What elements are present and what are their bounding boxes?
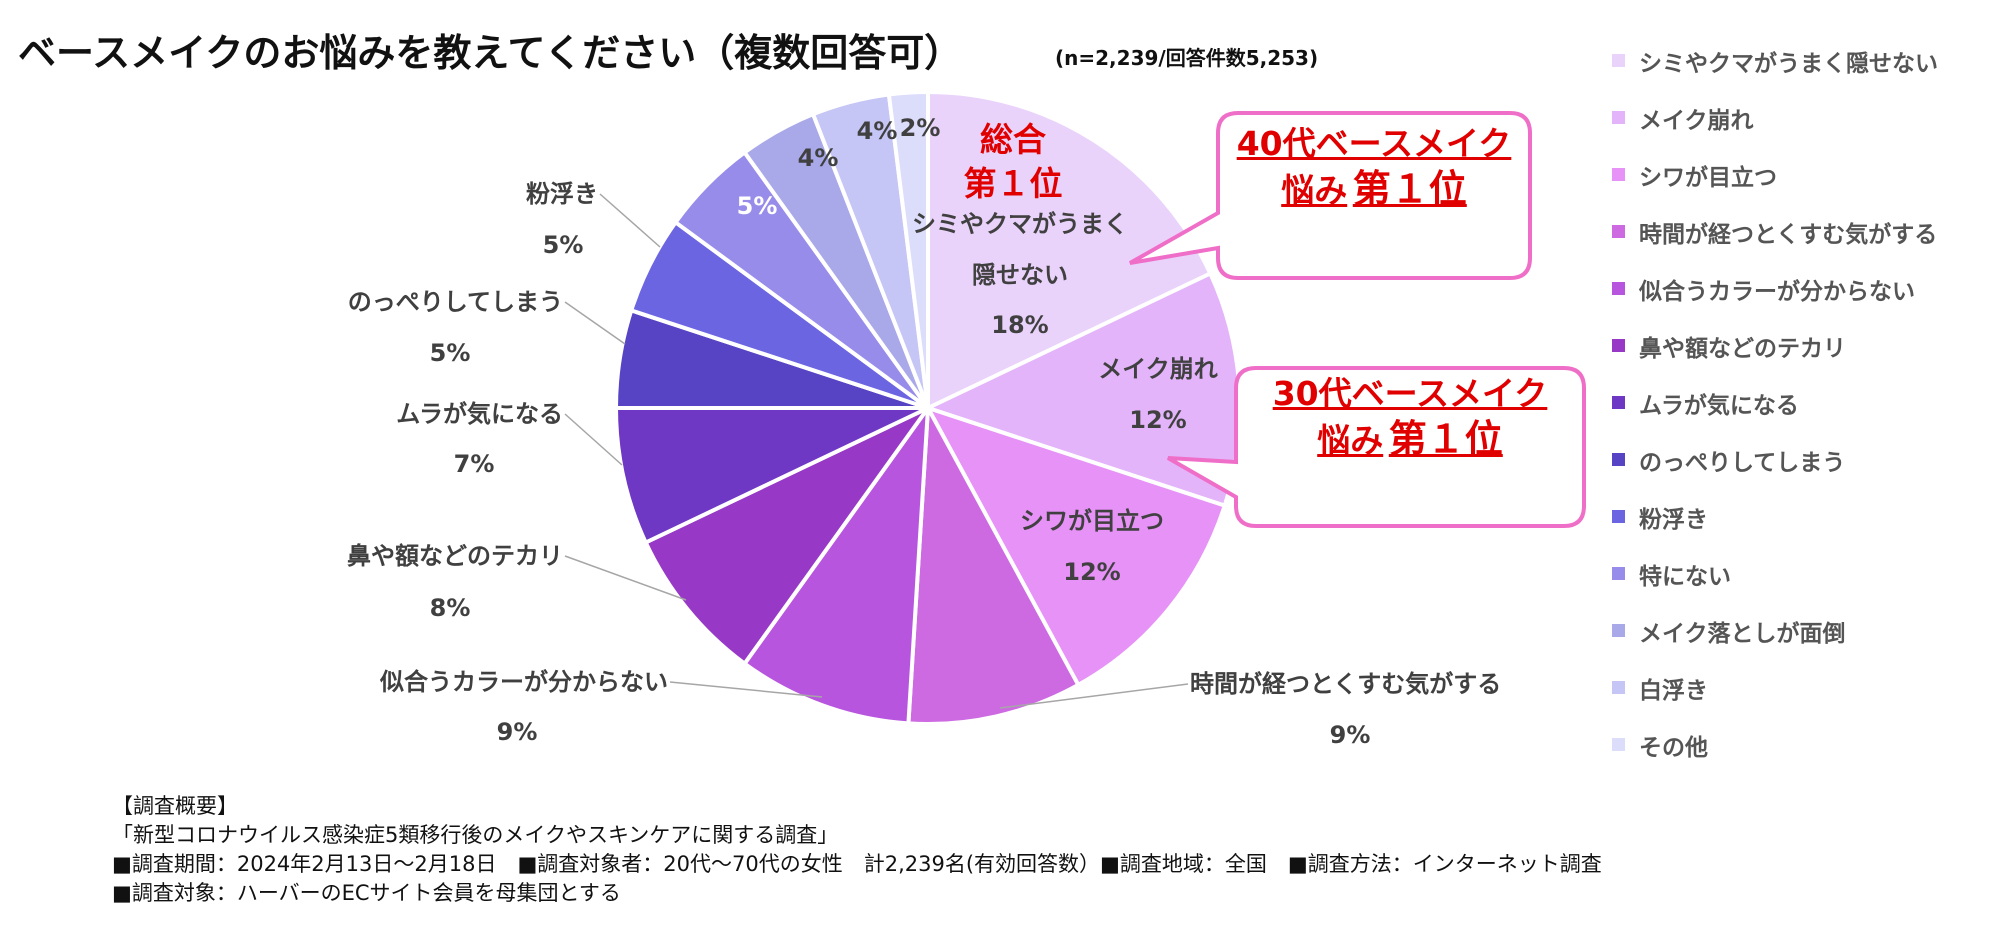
legend-item: メイク落としが面倒 xyxy=(1612,602,1938,659)
legend-label: 特にない xyxy=(1639,563,1731,590)
pie-slice xyxy=(926,406,1227,687)
chart-subtitle: (n=2,239/回答件数5,253) xyxy=(1055,46,1319,70)
legend-swatch xyxy=(1612,339,1625,352)
chart-legend: シミやクマがうまく隠せない メイク崩れシワが目立つ時間が経つとくすむ気がする 似合う… xyxy=(1612,32,1938,773)
slice-category-label: 鼻や額などのテカリ xyxy=(347,542,563,570)
slice-category-label: 粉浮き xyxy=(526,180,598,208)
legend-label: 似合うカラーが分からない xyxy=(1639,278,1915,305)
legend-label: ムラが気になる xyxy=(1639,392,1799,419)
leader-line xyxy=(564,555,687,601)
legend-swatch xyxy=(1612,510,1625,523)
slice-value-label: 5% xyxy=(543,231,584,259)
overall-rank-line2: 第１位 xyxy=(963,164,1063,203)
slice-value-label: 8% xyxy=(430,594,471,622)
legend-label: 鼻や額などのテカリ xyxy=(1639,335,1846,362)
slice-value-label: 9% xyxy=(1330,721,1371,749)
callout-30s-text: 30代ベースメイク 悩み 第１位 xyxy=(1236,372,1584,463)
survey-notes: 【調査概要】 「新型コロナウイルス感染症5類移行後のメイクやスキンケアに関する調… xyxy=(112,792,1602,908)
slice-value-label: 4% xyxy=(857,117,898,145)
leader-line xyxy=(669,681,823,698)
legend-label: シミやクマがうまく隠せない xyxy=(1639,50,1938,77)
pie-slice xyxy=(906,406,1081,726)
legend-item: のっぺりしてしまう xyxy=(1612,431,1938,488)
slice-category-label: 隠せない xyxy=(972,261,1068,289)
callout-30s-line2: 悩み xyxy=(1317,421,1384,460)
legend-swatch xyxy=(1612,54,1625,67)
legend-item: メイク崩れ xyxy=(1612,89,1938,146)
legend-item: その他 xyxy=(1612,716,1938,773)
legend-item: シミやクマがうまく隠せない xyxy=(1612,32,1938,89)
legend-swatch xyxy=(1612,624,1625,637)
legend-label: のっぺりしてしまう xyxy=(1639,449,1846,476)
slice-category-label: シワが目立つ xyxy=(1020,507,1164,535)
slice-value-label: 4% xyxy=(798,144,839,172)
chart-title: ベースメイクのお悩みを教えてください（複数回答可） xyxy=(18,31,963,75)
legend-item: 似合うカラーが分からない xyxy=(1612,260,1938,317)
callout-40s-text: 40代ベースメイク 悩み 第１位 xyxy=(1218,122,1530,213)
slice-category-label: メイク崩れ xyxy=(1098,355,1218,383)
notes-period-target: ■調査期間：2024年2月13日～2月18日 ■調査対象者：20代～70代の女性… xyxy=(112,852,1602,876)
slice-value-label: 12% xyxy=(1129,406,1186,434)
pie-slice xyxy=(886,90,930,410)
legend-label: シワが目立つ xyxy=(1639,164,1777,191)
pie-slice xyxy=(614,406,930,545)
legend-swatch xyxy=(1612,681,1625,694)
legend-swatch xyxy=(1612,453,1625,466)
legend-label: メイク崩れ xyxy=(1639,107,1754,134)
legend-swatch xyxy=(1612,225,1625,238)
slice-value-label: 9% xyxy=(497,718,538,746)
leader-line xyxy=(564,413,623,466)
callout-40s-line3: 第１位 xyxy=(1352,167,1467,211)
legend-swatch xyxy=(1612,738,1625,751)
callout-40s-line2: 悩み xyxy=(1281,171,1348,210)
legend-item: 鼻や額などのテカリ xyxy=(1612,317,1938,374)
legend-swatch xyxy=(1612,111,1625,124)
legend-swatch xyxy=(1612,396,1625,409)
callout-30s-line1: 30代ベースメイク xyxy=(1272,374,1548,413)
slice-category-label: のっぺりしてしまう xyxy=(348,288,563,316)
notes-heading: 【調査概要】 xyxy=(112,794,238,818)
legend-label: その他 xyxy=(1639,734,1708,761)
pie-slice xyxy=(643,406,930,666)
callout-bubble-30s xyxy=(1167,366,1586,528)
legend-swatch xyxy=(1612,282,1625,295)
overall-rank-line1: 総合 xyxy=(980,120,1046,159)
pie-slice xyxy=(742,406,930,726)
legend-label: 時間が経つとくすむ気がする xyxy=(1639,221,1938,248)
slice-category-label: 時間が経つとくすむ気がする xyxy=(1190,670,1501,698)
pie-slices xyxy=(614,90,1242,726)
legend-item: 時間が経つとくすむ気がする xyxy=(1612,203,1938,260)
notes-survey-name: 「新型コロナウイルス感染症5類移行後のメイクやスキンケアに関する調査」 xyxy=(112,823,839,847)
slice-value-label: 18% xyxy=(991,311,1048,339)
leader-lines xyxy=(564,193,1189,709)
leader-line xyxy=(564,301,626,345)
legend-item: 粉浮き xyxy=(1612,488,1938,545)
legend-item: 特にない xyxy=(1612,545,1938,602)
legend-swatch xyxy=(1612,567,1625,580)
legend-item: シワが目立つ xyxy=(1612,146,1938,203)
legend-label: メイク落としが面倒 xyxy=(1639,620,1846,647)
slice-value-label: 7% xyxy=(454,450,495,478)
slice-category-label: ムラが気になる xyxy=(396,400,563,428)
legend-swatch xyxy=(1612,168,1625,181)
slice-labels: シミやクマがうまく隠せない 18% メイク崩れ 12% シワが目立つ 12% 時間が経つとく… xyxy=(347,114,1501,749)
legend-item: 白浮き xyxy=(1612,659,1938,716)
overall-rank-callout: 総合 第１位 xyxy=(948,118,1078,206)
slice-value-label: 5% xyxy=(737,192,778,220)
slice-category-label: シミやクマがうまく xyxy=(912,210,1128,238)
callout-40s-line1: 40代ベースメイク xyxy=(1236,124,1512,163)
legend-item: ムラが気になる xyxy=(1612,374,1938,431)
slice-category-label: 似合うカラーが分からない xyxy=(379,668,668,696)
legend-label: 白浮き xyxy=(1639,677,1708,704)
slice-value-label: 5% xyxy=(430,339,471,367)
notes-population: ■調査対象：ハーバーのECサイト会員を母集団とする xyxy=(112,881,621,905)
leader-line xyxy=(999,683,1189,709)
slice-value-label: 12% xyxy=(1063,558,1120,586)
callout-30s-line3: 第１位 xyxy=(1388,417,1503,461)
leader-line xyxy=(599,193,661,248)
legend-label: 粉浮き xyxy=(1639,506,1708,533)
callout-bubble-40s xyxy=(1129,111,1532,280)
slice-value-label: 2% xyxy=(900,114,941,142)
